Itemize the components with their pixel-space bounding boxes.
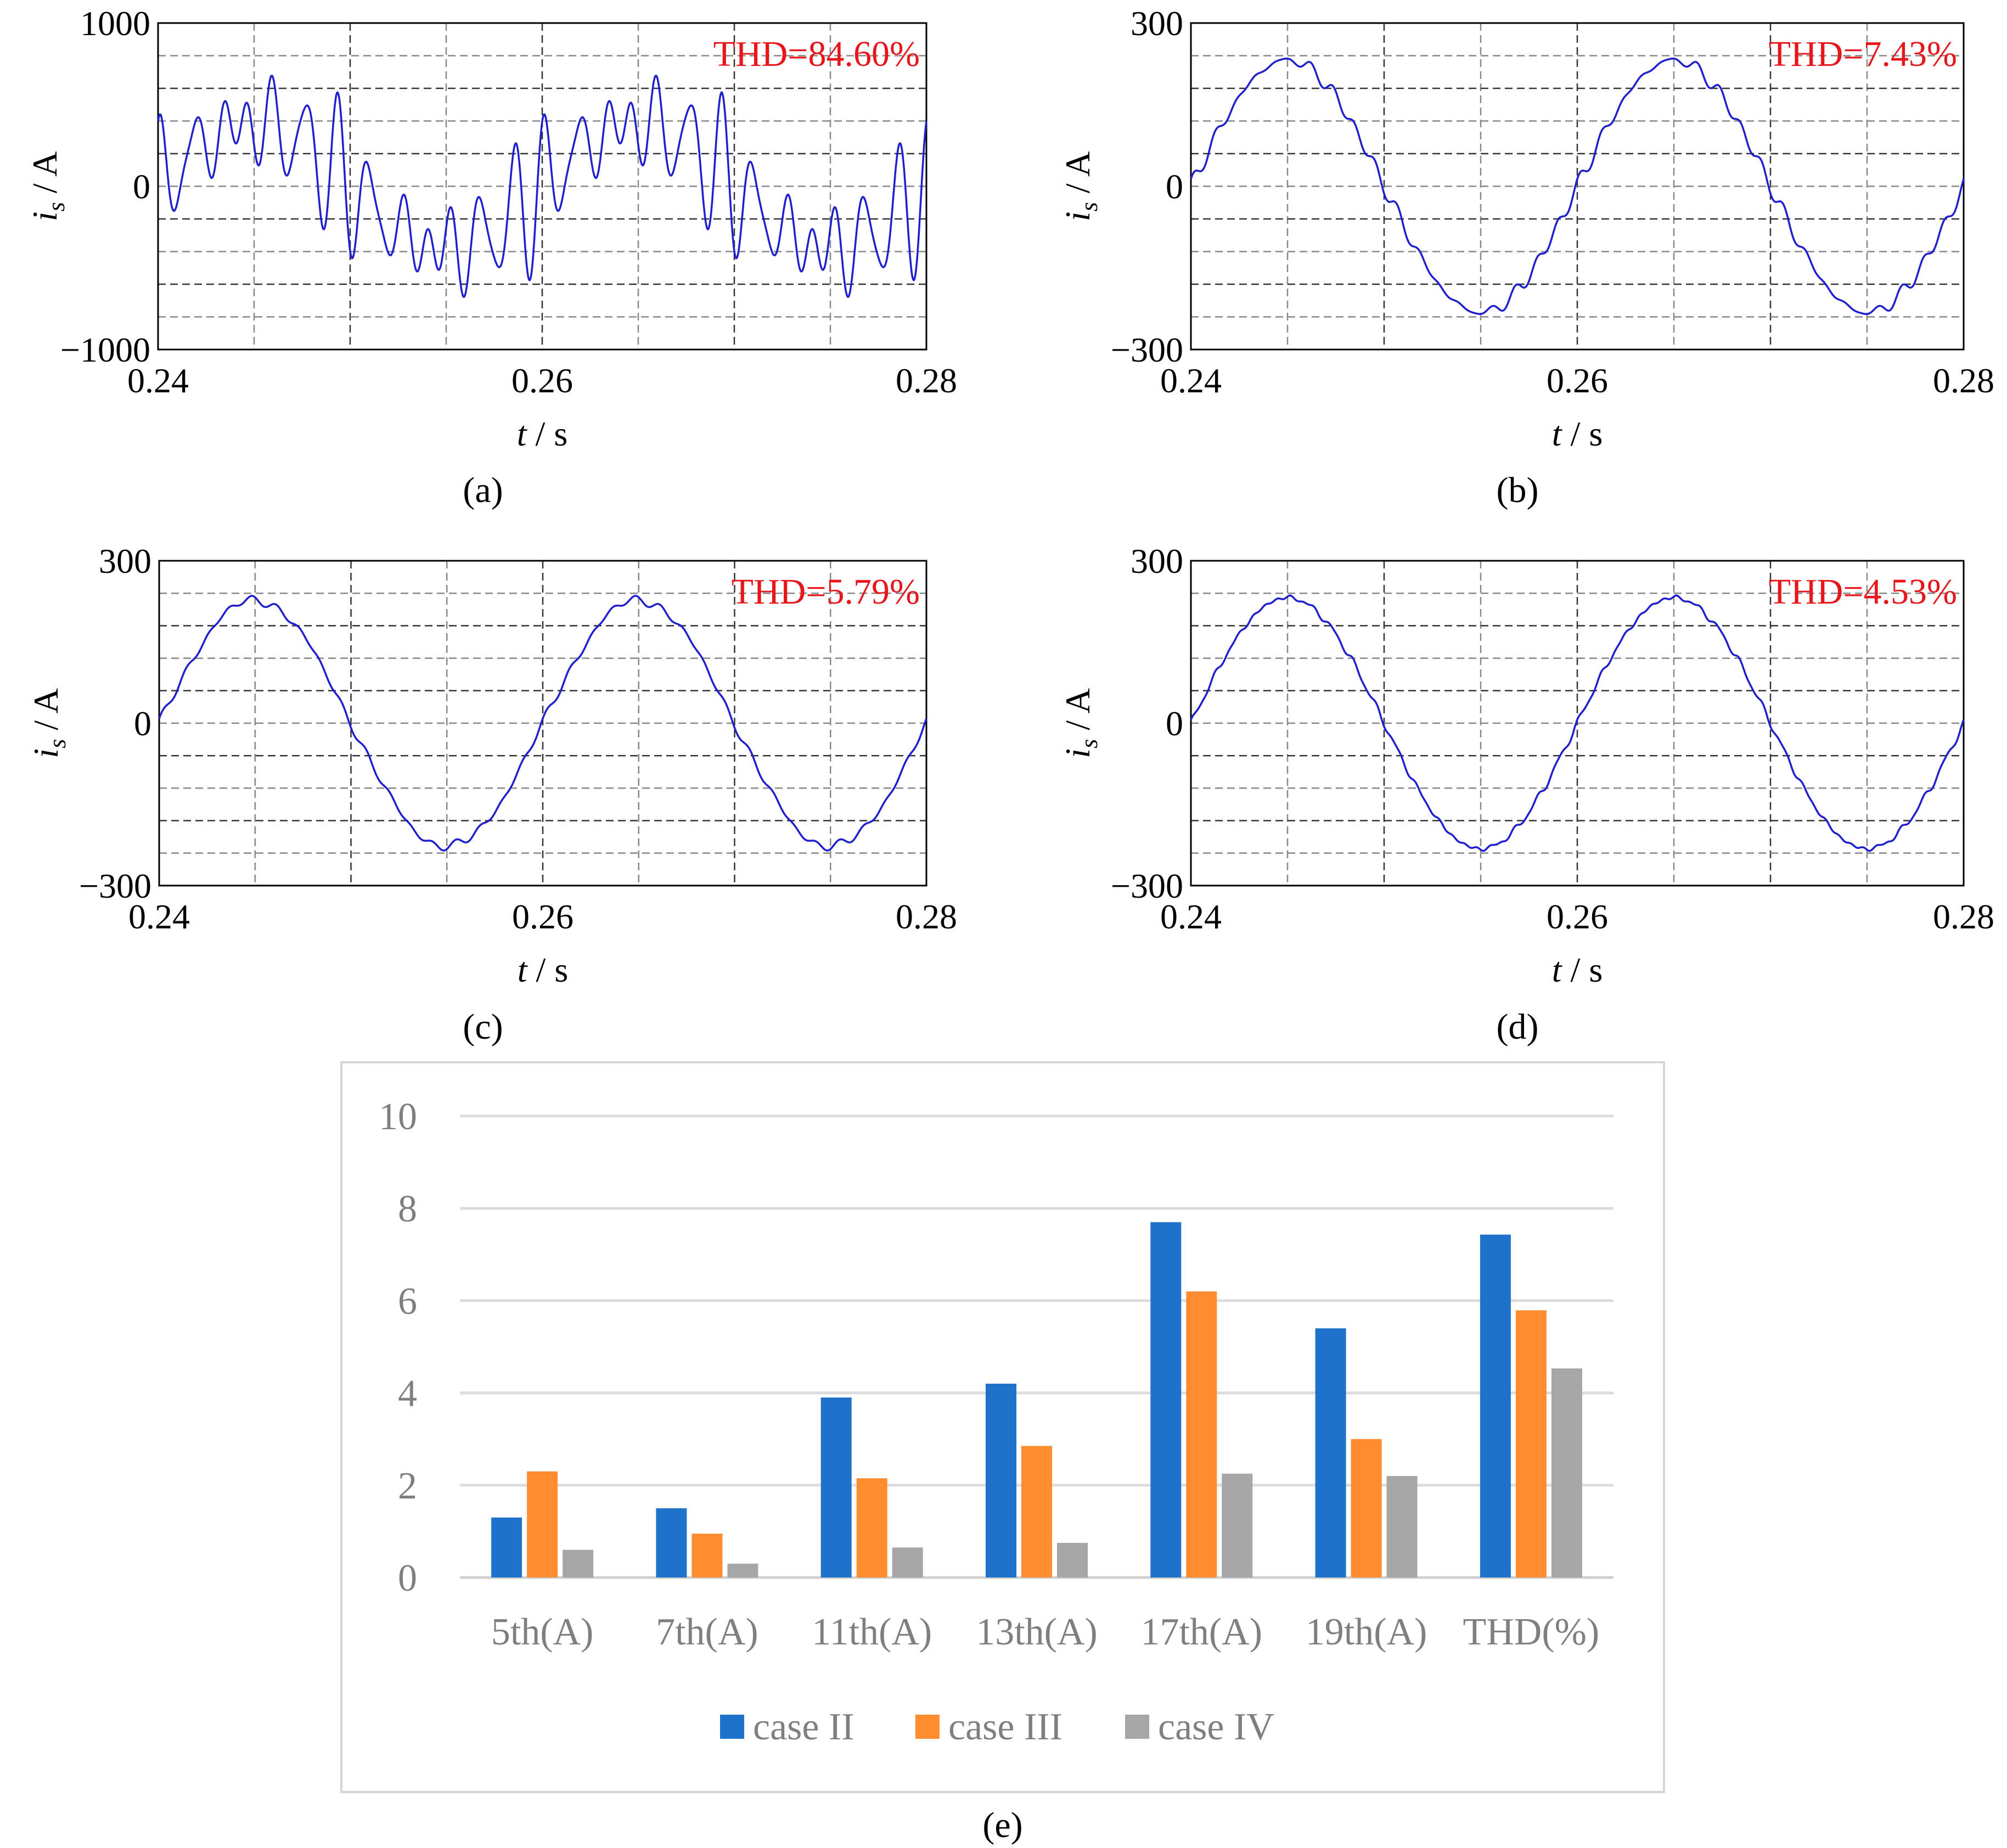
x-tick-label: 0.28 [1933, 361, 1994, 400]
y-tick-label: 0 [1166, 704, 1183, 743]
bar-x-tick-label: 17th(A) [1140, 1611, 1262, 1653]
bar-case-iv [727, 1563, 758, 1577]
bar-x-tick-label: 5th(A) [491, 1611, 594, 1653]
panel-caption: (b) [1497, 470, 1539, 510]
thd-annotation: THD=84.60% [713, 34, 920, 74]
bar-case-iv [892, 1547, 923, 1577]
bar-case-iii [1186, 1291, 1217, 1577]
x-tick-label: 0.24 [1160, 361, 1222, 400]
y-tick-label: 0 [134, 704, 151, 743]
y-tick-label: 1000 [80, 4, 150, 43]
bar-case-ii [1150, 1222, 1182, 1577]
y-tick-label: −300 [1111, 866, 1183, 905]
thd-annotation: THD=5.79% [732, 572, 920, 612]
bar-case-iv [1551, 1368, 1582, 1577]
bar-case-iii [692, 1534, 723, 1577]
legend-swatch [720, 1715, 744, 1739]
plot-frame [158, 560, 927, 887]
waveform-line [1190, 594, 1965, 852]
x-tick-label: 0.26 [511, 361, 573, 400]
bar-y-tick-label: 4 [398, 1373, 417, 1415]
bar-case-ii [1480, 1235, 1511, 1577]
waveform-line [158, 595, 927, 852]
y-tick-label: 0 [1166, 167, 1183, 206]
waveform-line [1190, 57, 1965, 315]
y-axis-label: is / A [25, 151, 70, 221]
x-axis-label: t / s [518, 950, 568, 989]
x-tick-label: 0.28 [1933, 897, 1994, 936]
bar-case-ii [491, 1517, 522, 1577]
x-tick-label: 0.24 [128, 897, 190, 936]
bar-case-iii [527, 1471, 558, 1577]
bar-case-iii [1351, 1439, 1382, 1577]
bar-case-ii [1315, 1328, 1346, 1577]
y-tick-label: −300 [1111, 330, 1183, 369]
x-tick-label: 0.28 [896, 361, 957, 400]
bar-y-tick-label: 2 [398, 1465, 417, 1507]
bar-case-iv [1057, 1542, 1088, 1577]
bar-x-tick-label: THD(%) [1463, 1611, 1599, 1653]
legend-swatch [915, 1715, 940, 1739]
bar-y-tick-label: 6 [398, 1280, 417, 1322]
x-tick-label: 0.24 [127, 361, 189, 400]
y-tick-label: 300 [1131, 4, 1183, 43]
x-tick-label: 0.26 [1547, 897, 1608, 936]
bar-case-ii [820, 1398, 852, 1577]
y-axis-label: is / A [1058, 151, 1103, 221]
waveform-line [157, 74, 927, 298]
y-tick-label: −300 [79, 866, 151, 905]
bar-case-iv [1386, 1476, 1418, 1577]
y-axis-label: is / A [1058, 688, 1103, 758]
y-tick-label: 0 [133, 167, 150, 206]
bar-case-iii [856, 1478, 887, 1577]
legend-swatch [1125, 1715, 1149, 1739]
x-tick-label: 0.28 [896, 897, 957, 936]
thd-annotation: THD=4.53% [1769, 572, 1957, 612]
x-axis-label: t / s [1552, 414, 1603, 453]
y-tick-label: 300 [1131, 542, 1183, 581]
x-tick-label: 0.26 [1547, 361, 1608, 400]
legend-label: case IV [1158, 1706, 1274, 1748]
bar-case-iii [1021, 1446, 1052, 1577]
bar-y-tick-label: 10 [379, 1096, 417, 1138]
bar-case-ii [656, 1508, 687, 1577]
bar-y-tick-label: 8 [398, 1188, 417, 1230]
plot-frame [157, 22, 927, 351]
bar-case-iii [1515, 1310, 1547, 1577]
panel-caption: (c) [463, 1007, 503, 1047]
bar-x-tick-label: 11th(A) [812, 1611, 932, 1653]
panel-e: 0 2 4 6 8 10 5th(A) 7th(A) 11th(A) 13th(A) 17th(A)… [340, 1061, 1665, 1845]
x-tick-label: 0.26 [512, 897, 574, 936]
y-tick-label: −1000 [60, 330, 150, 369]
bar-y-tick-label: 0 [398, 1557, 417, 1599]
panel-caption: (d) [1497, 1007, 1539, 1047]
x-tick-label: 0.24 [1160, 897, 1222, 936]
y-axis-label: is / A [26, 688, 71, 758]
panel-caption: (e) [982, 1805, 1022, 1845]
bar-x-tick-label: 13th(A) [976, 1611, 1098, 1653]
bar-x-tick-label: 19th(A) [1306, 1611, 1427, 1653]
bar-x-tick-label: 7th(A) [656, 1611, 758, 1653]
panel-caption: (a) [463, 470, 503, 510]
bar-case-iv [1222, 1473, 1253, 1577]
x-axis-label: t / s [1552, 950, 1603, 989]
legend-label: case II [753, 1706, 854, 1748]
plot-frame [1190, 560, 1965, 887]
x-axis-label: t / s [517, 414, 567, 453]
bar-case-ii [986, 1383, 1016, 1577]
bar-case-iv [563, 1550, 594, 1577]
y-tick-label: 300 [99, 542, 151, 581]
thd-annotation: THD=7.43% [1769, 34, 1957, 74]
plot-frame [1190, 22, 1965, 351]
legend-label: case III [948, 1706, 1062, 1748]
